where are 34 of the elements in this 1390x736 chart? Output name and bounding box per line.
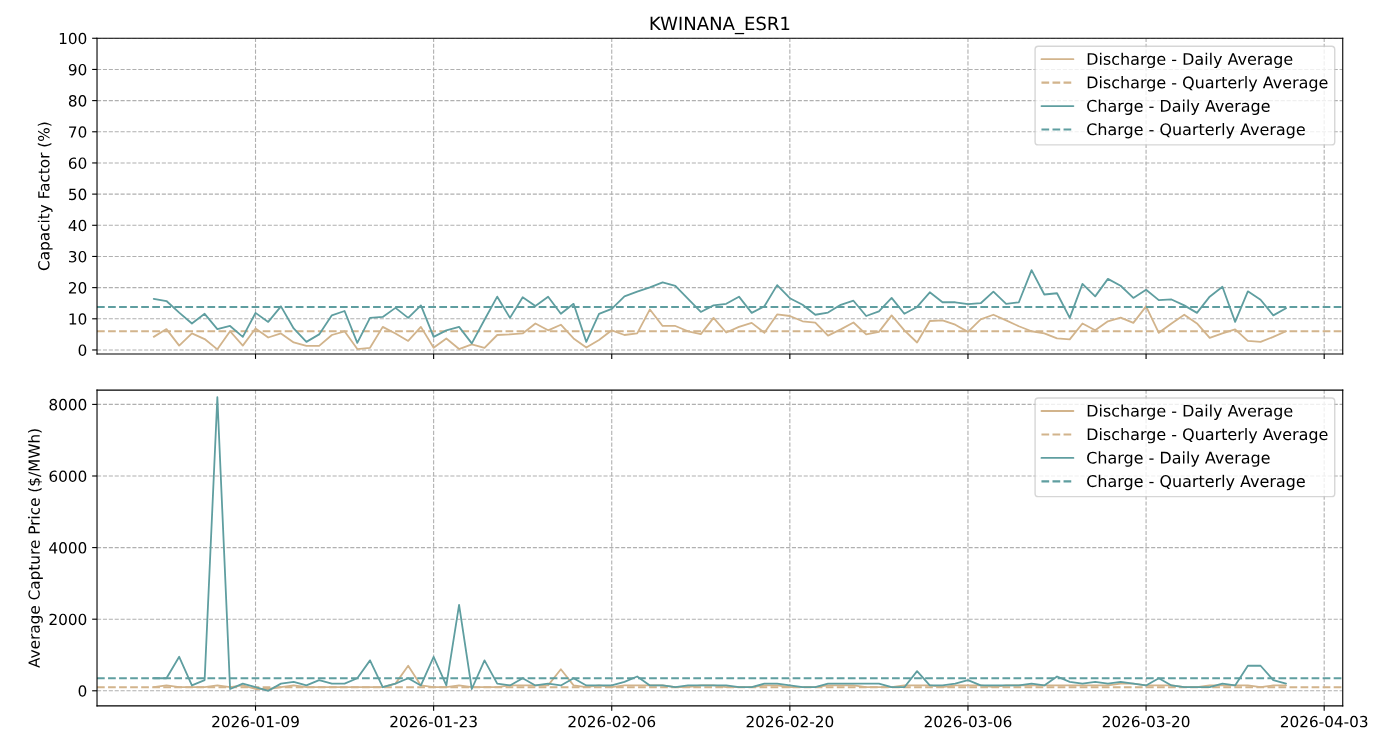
y-axis-title: Average Capture Price ($/MWh) [28,429,43,668]
y-tick-label: 2000 [49,613,87,626]
y-tick-label: 100 [59,32,87,45]
x-tick-label: 2026-01-09 [212,715,299,728]
legend-label: Charge - Quarterly Average [1087,122,1305,139]
y-tick-label: 20 [68,282,87,294]
y-tick-label: 6000 [49,470,87,483]
y-tick-label: 80 [68,95,87,107]
x-tick-label: 2026-01-23 [390,715,477,728]
y-tick-label: 50 [69,188,87,201]
legend-label: Discharge - Daily Average [1087,52,1293,69]
legend-label: Charge - Daily Average [1087,99,1270,115]
y-axis-title: Capacity Factor (%) [37,122,53,271]
x-tick-label: 2026-03-20 [1102,715,1190,728]
legend-label: Charge - Quarterly Average [1087,474,1305,491]
legend-label: Discharge - Quarterly Average [1087,427,1328,444]
y-tick-label: 70 [69,126,87,138]
y-tick-label: 0 [78,685,87,697]
x-tick-label: 2026-02-20 [746,715,834,728]
y-tick-label: 30 [69,250,87,263]
legend-label: Discharge - Quarterly Average [1087,76,1328,92]
x-tick-label: 2026-04-03 [1280,715,1368,728]
y-tick-label: 0 [78,344,87,356]
x-tick-label: 2026-02-06 [568,715,656,728]
x-tick-label: 2026-03-06 [924,715,1012,728]
y-tick-label: 4000 [49,542,87,554]
y-tick-label: 10 [69,313,87,325]
y-tick-label: 40 [68,219,87,232]
y-tick-label: 8000 [49,398,87,411]
legend-label: Charge - Daily Average [1087,451,1270,467]
y-tick-label: 90 [68,63,87,76]
legend-label: Discharge - Daily Average [1087,404,1293,420]
chart-title: KWINANA_ESR1 [650,16,790,35]
y-tick-label: 60 [68,157,87,169]
